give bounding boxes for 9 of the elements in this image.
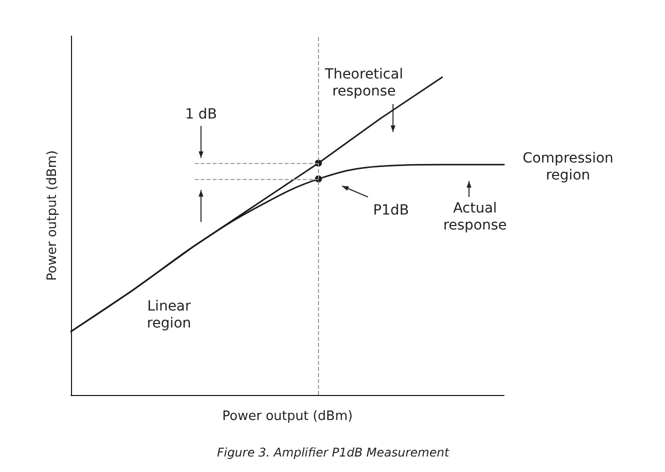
- annotation: Theoretical response: [324, 66, 404, 100]
- text: Compression region: [522, 150, 614, 184]
- annotation: Linear region: [146, 298, 192, 332]
- y-axis-title: Power output (dBm): [45, 150, 60, 281]
- annotation: Actual response: [443, 200, 507, 234]
- annotation: P1dB: [373, 202, 409, 218]
- annotation: 1 dB: [185, 106, 217, 122]
- x-axis-title: Power output (dBm): [222, 409, 353, 424]
- caption: Figure 3. Amplifier P1dB Measurement: [216, 446, 450, 460]
